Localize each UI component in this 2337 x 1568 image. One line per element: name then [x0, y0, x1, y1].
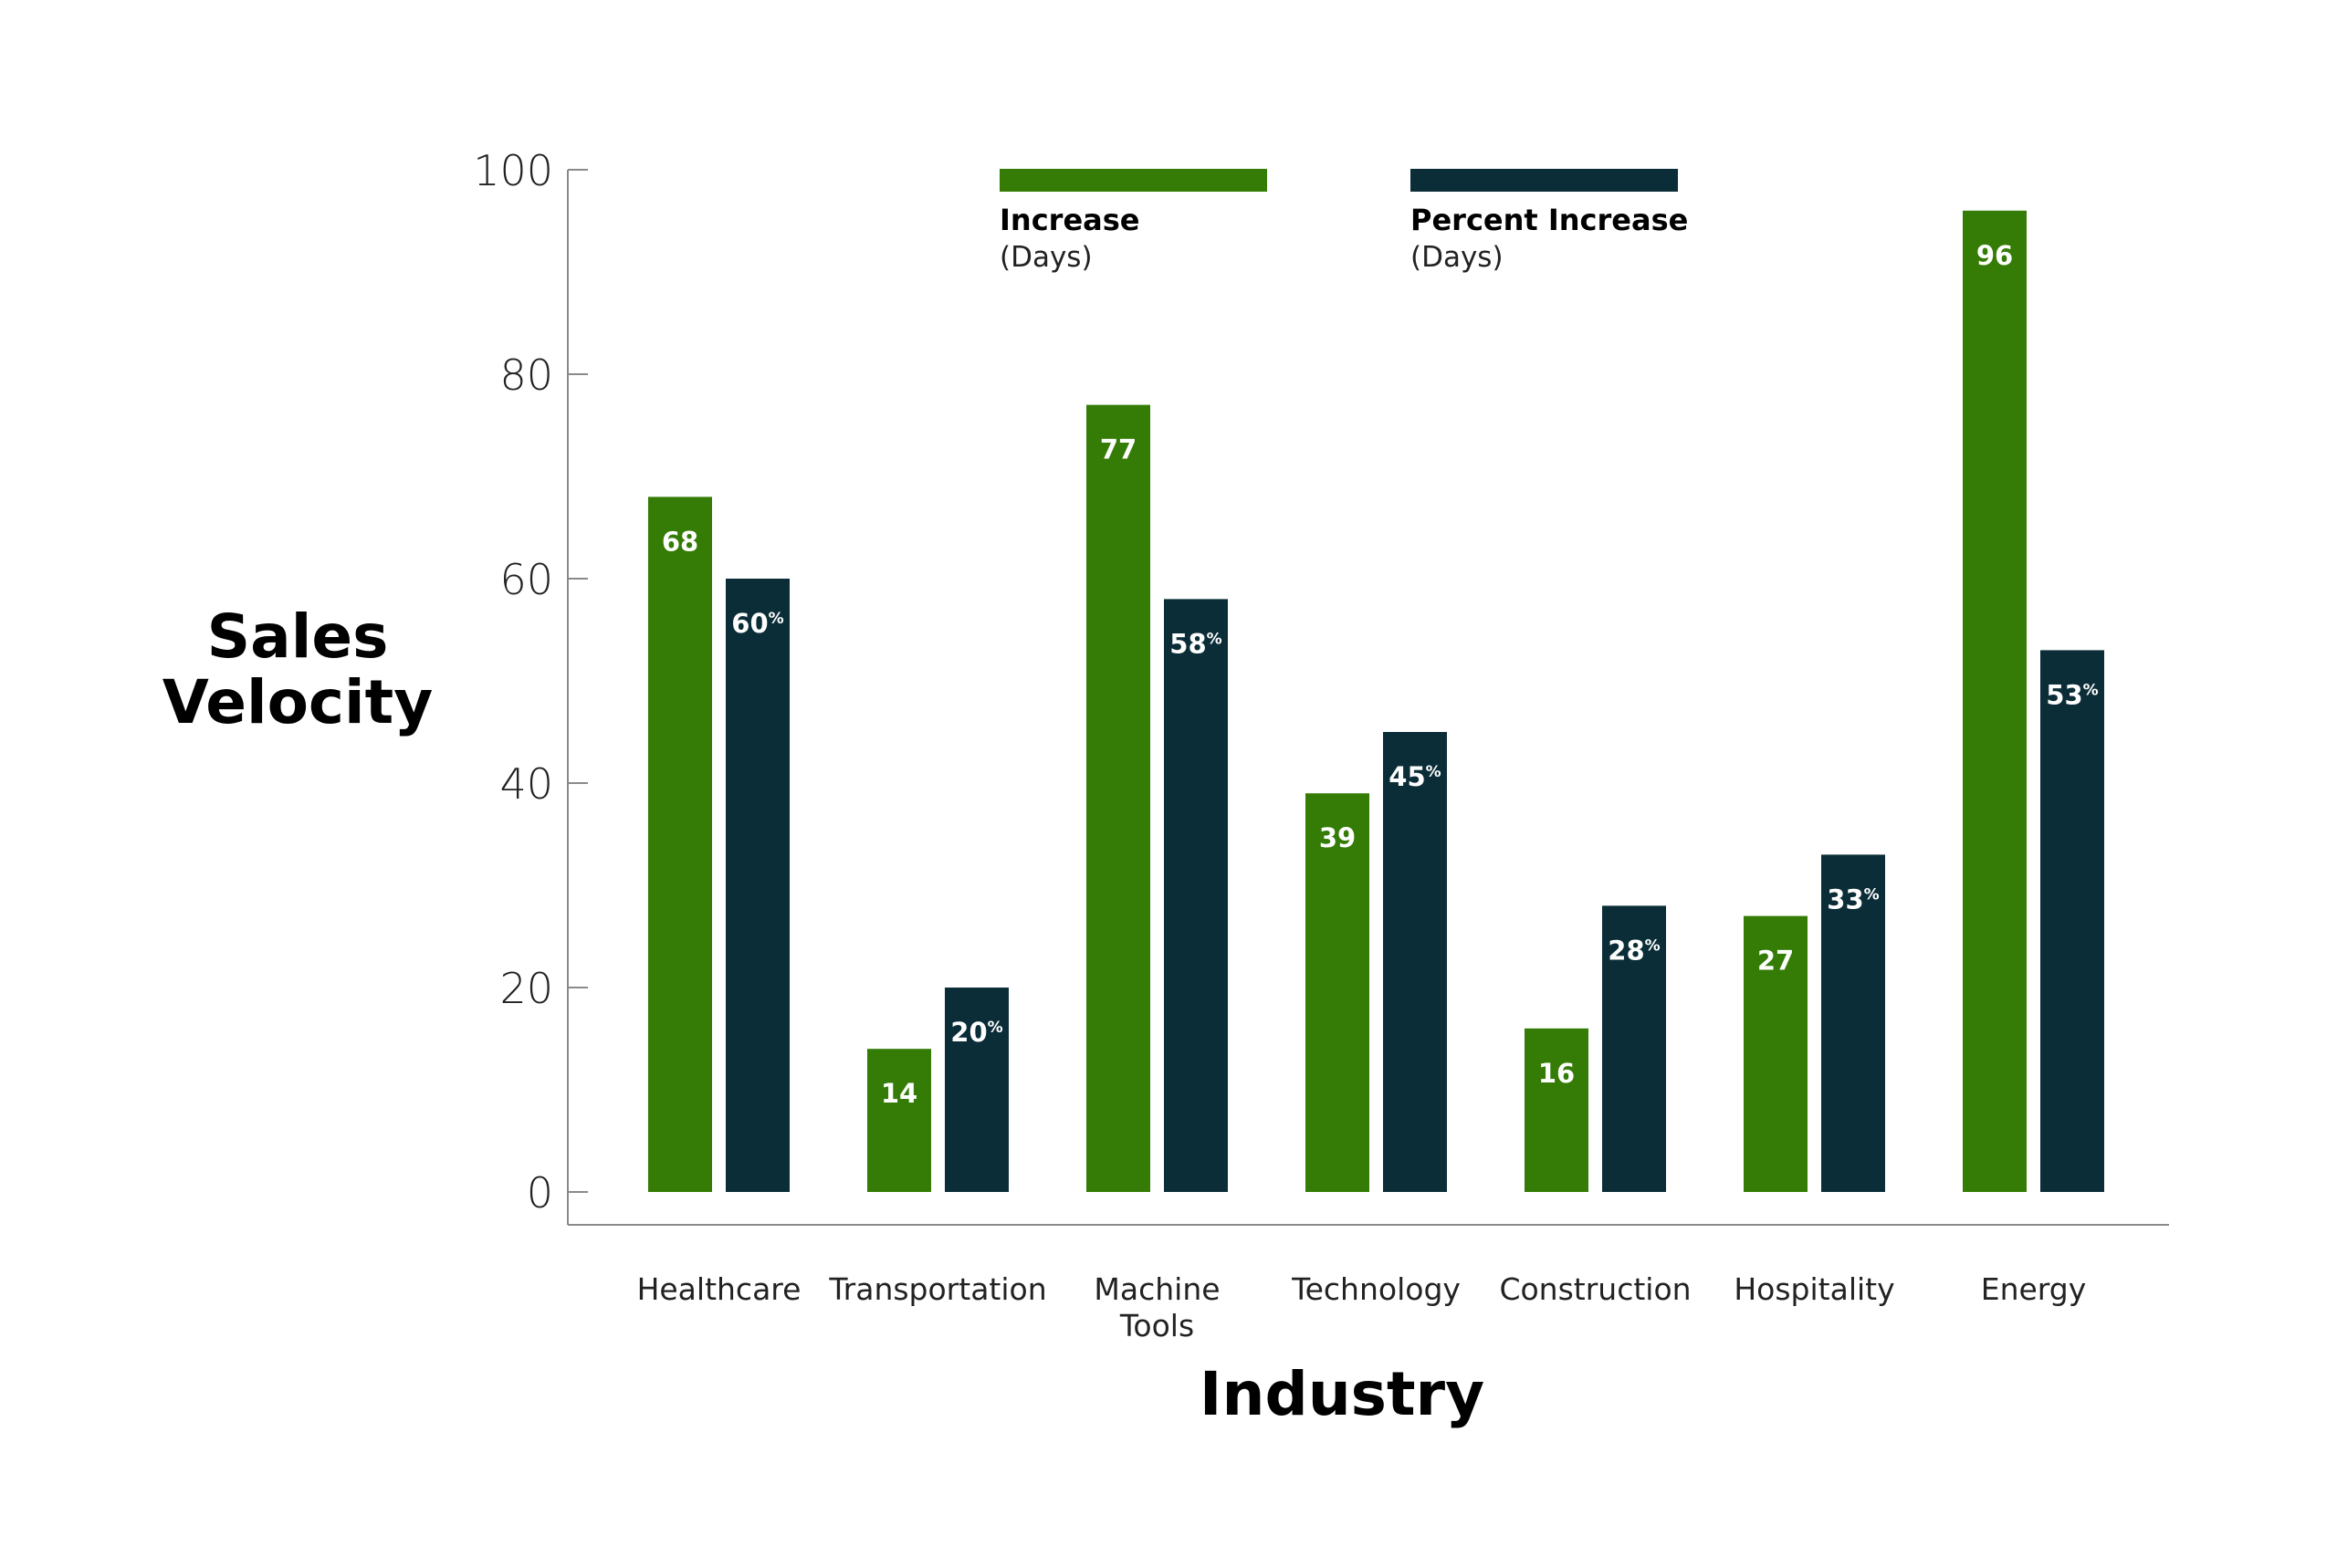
bar-value-label: 45%	[1389, 761, 1441, 792]
bar-value: 16	[1538, 1058, 1575, 1089]
bar-value: 39	[1319, 822, 1356, 853]
bar-value: 20	[950, 1017, 987, 1048]
bar	[867, 1049, 931, 1192]
legend-swatch	[1410, 169, 1678, 192]
y-axis-title-line: Sales	[207, 601, 389, 672]
bar-value-label: 60%	[731, 608, 783, 639]
bar-value: 28	[1608, 935, 1644, 966]
bar-value-label: 20%	[950, 1017, 1002, 1048]
bar-value: 58	[1169, 628, 1206, 659]
bar-value-suffix: %	[1645, 936, 1661, 955]
y-tick-label: 20	[499, 964, 553, 1013]
x-tick-label: Tools	[1119, 1308, 1194, 1343]
bar	[1383, 732, 1447, 1192]
bar-value: 45	[1389, 761, 1425, 792]
x-tick-label: Healthcare	[637, 1271, 802, 1307]
bar-value-suffix: %	[1207, 630, 1222, 648]
bar-value-suffix: %	[1864, 885, 1880, 904]
y-tick-label: 60	[499, 555, 553, 604]
bar-value: 60	[731, 608, 768, 639]
bar-value-suffix: %	[769, 610, 784, 628]
bar-value-label: 28%	[1608, 935, 1660, 966]
x-axis-title: Industry	[1200, 1359, 1484, 1429]
x-tick-label: Energy	[1981, 1271, 2087, 1307]
bar-value-label: 58%	[1169, 628, 1221, 659]
y-axis: 0 20 40 60 80 100	[473, 146, 588, 1225]
bars: 68 60% 14 20% 77 58% 39 45% 16 28% 27 33% 96 53%	[648, 210, 2104, 1193]
x-tick-label: Hospitality	[1734, 1271, 1894, 1307]
bar-value-suffix: %	[1426, 763, 1441, 781]
bar-value: 77	[1100, 434, 1137, 465]
legend-swatch	[1000, 169, 1267, 192]
bar	[1164, 599, 1228, 1192]
bar-value-label: 96	[1976, 240, 2013, 271]
legend-label: Increase	[1000, 203, 1139, 237]
bar	[945, 988, 1009, 1192]
x-tick-label: Construction	[1499, 1271, 1691, 1307]
bar	[1963, 210, 2027, 1192]
y-tick-label: 40	[499, 759, 553, 809]
y-axis-title-line: Velocity	[162, 667, 434, 737]
x-tick-label: Transportation	[828, 1271, 1046, 1307]
bar-value-label: 33%	[1827, 883, 1879, 915]
y-tick-label: 80	[499, 350, 553, 400]
bar-value: 53	[2046, 679, 2082, 710]
bar-value-label: 27	[1757, 946, 1794, 977]
bar-value: 14	[881, 1078, 917, 1109]
bar-value-suffix: %	[988, 1019, 1003, 1037]
bar	[2040, 650, 2104, 1192]
bar-value: 27	[1757, 946, 1794, 977]
bar-value-label: 39	[1319, 822, 1356, 853]
x-tick-label: Machine	[1094, 1271, 1220, 1307]
bar-value-label: 16	[1538, 1058, 1575, 1089]
bar-value-label: 53%	[2046, 679, 2098, 710]
bar	[648, 497, 712, 1192]
y-tick-label: 100	[473, 146, 553, 195]
bar-value-label: 14	[881, 1078, 917, 1109]
bar	[1602, 905, 1666, 1192]
legend-unit: (Days)	[1000, 241, 1093, 274]
bar-value: 33	[1827, 883, 1863, 915]
x-tick-label: Technology	[1291, 1271, 1461, 1307]
legend-unit: (Days)	[1410, 241, 1504, 274]
bar-value-label: 77	[1100, 434, 1137, 465]
bar-value: 68	[662, 526, 698, 557]
bar	[1744, 915, 1808, 1192]
bar	[1086, 404, 1150, 1193]
bar	[726, 579, 790, 1192]
bar	[1821, 854, 1885, 1192]
y-tick-label: 0	[527, 1168, 553, 1218]
bar	[1305, 793, 1369, 1192]
bar-value-suffix: %	[2083, 681, 2099, 699]
bar	[1525, 1028, 1588, 1192]
legend: Increase (Days) Percent Increase (Days)	[1000, 169, 1688, 274]
bar-value-label: 68	[662, 526, 698, 557]
legend-label: Percent Increase	[1410, 203, 1688, 237]
bar-value: 96	[1976, 240, 2013, 271]
